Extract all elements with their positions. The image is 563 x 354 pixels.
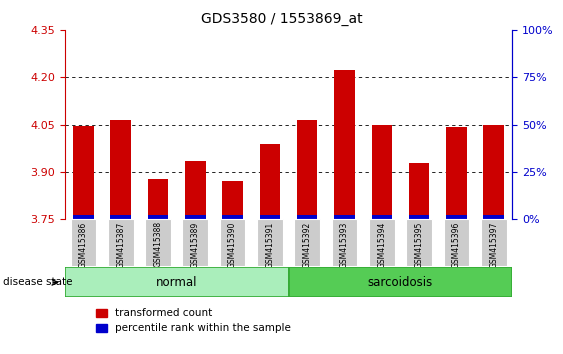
- FancyBboxPatch shape: [406, 219, 432, 266]
- Bar: [372, 215, 392, 219]
- Bar: [334, 215, 355, 219]
- Bar: [446, 215, 467, 219]
- Bar: [334, 69, 355, 219]
- Bar: [110, 215, 131, 219]
- FancyBboxPatch shape: [220, 219, 245, 266]
- Bar: [73, 215, 93, 219]
- Text: GSM415390: GSM415390: [228, 221, 237, 268]
- Bar: [446, 127, 467, 219]
- Text: GSM415391: GSM415391: [265, 221, 274, 268]
- Text: GSM415389: GSM415389: [191, 221, 200, 268]
- FancyBboxPatch shape: [70, 219, 96, 266]
- Bar: [484, 125, 504, 219]
- Bar: [222, 215, 243, 219]
- Text: GSM415388: GSM415388: [154, 221, 163, 267]
- Bar: [372, 125, 392, 219]
- Text: GSM415395: GSM415395: [414, 221, 423, 268]
- FancyBboxPatch shape: [332, 219, 358, 266]
- Bar: [185, 215, 205, 219]
- FancyBboxPatch shape: [182, 219, 208, 266]
- Bar: [297, 215, 318, 219]
- Legend: transformed count, percentile rank within the sample: transformed count, percentile rank withi…: [92, 304, 295, 337]
- Bar: [260, 144, 280, 219]
- Text: disease state: disease state: [3, 277, 72, 287]
- Text: GSM415397: GSM415397: [489, 221, 498, 268]
- FancyBboxPatch shape: [294, 219, 320, 266]
- Bar: [110, 120, 131, 219]
- Text: sarcoidosis: sarcoidosis: [368, 276, 433, 289]
- FancyBboxPatch shape: [444, 219, 469, 266]
- Bar: [297, 120, 318, 219]
- Bar: [73, 126, 93, 219]
- FancyBboxPatch shape: [257, 219, 283, 266]
- FancyBboxPatch shape: [145, 219, 171, 266]
- Bar: [148, 215, 168, 219]
- FancyBboxPatch shape: [65, 267, 289, 297]
- Text: GDS3580 / 1553869_at: GDS3580 / 1553869_at: [200, 12, 363, 27]
- Bar: [409, 215, 430, 219]
- FancyBboxPatch shape: [481, 219, 507, 266]
- Text: GSM415396: GSM415396: [452, 221, 461, 268]
- FancyBboxPatch shape: [369, 219, 395, 266]
- Text: normal: normal: [156, 276, 198, 289]
- Bar: [222, 181, 243, 219]
- Text: GSM415394: GSM415394: [377, 221, 386, 268]
- Text: GSM415393: GSM415393: [340, 221, 349, 268]
- Text: GSM415387: GSM415387: [116, 221, 125, 268]
- Text: GSM415392: GSM415392: [303, 221, 312, 268]
- Bar: [409, 163, 430, 219]
- Bar: [260, 215, 280, 219]
- Bar: [185, 161, 205, 219]
- Text: GSM415386: GSM415386: [79, 221, 88, 268]
- FancyBboxPatch shape: [289, 267, 512, 297]
- FancyBboxPatch shape: [108, 219, 133, 266]
- Bar: [484, 215, 504, 219]
- Bar: [148, 179, 168, 219]
